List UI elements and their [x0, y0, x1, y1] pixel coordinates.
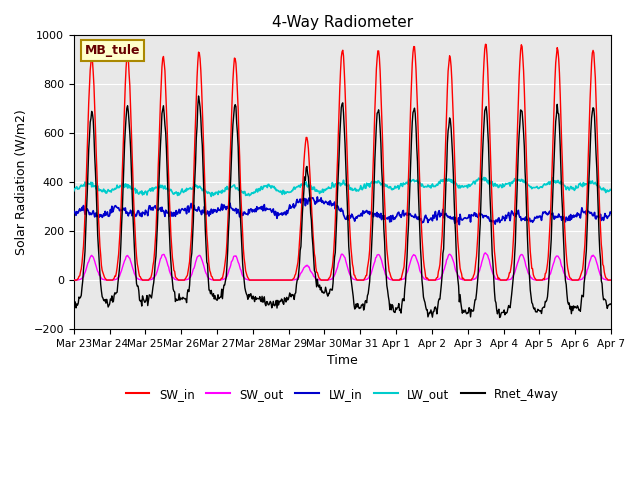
Y-axis label: Solar Radiation (W/m2): Solar Radiation (W/m2) [15, 109, 28, 255]
Legend: SW_in, SW_out, LW_in, LW_out, Rnet_4way: SW_in, SW_out, LW_in, LW_out, Rnet_4way [121, 383, 564, 405]
Text: MB_tule: MB_tule [84, 44, 140, 57]
Title: 4-Way Radiometer: 4-Way Radiometer [272, 15, 413, 30]
X-axis label: Time: Time [327, 354, 358, 367]
